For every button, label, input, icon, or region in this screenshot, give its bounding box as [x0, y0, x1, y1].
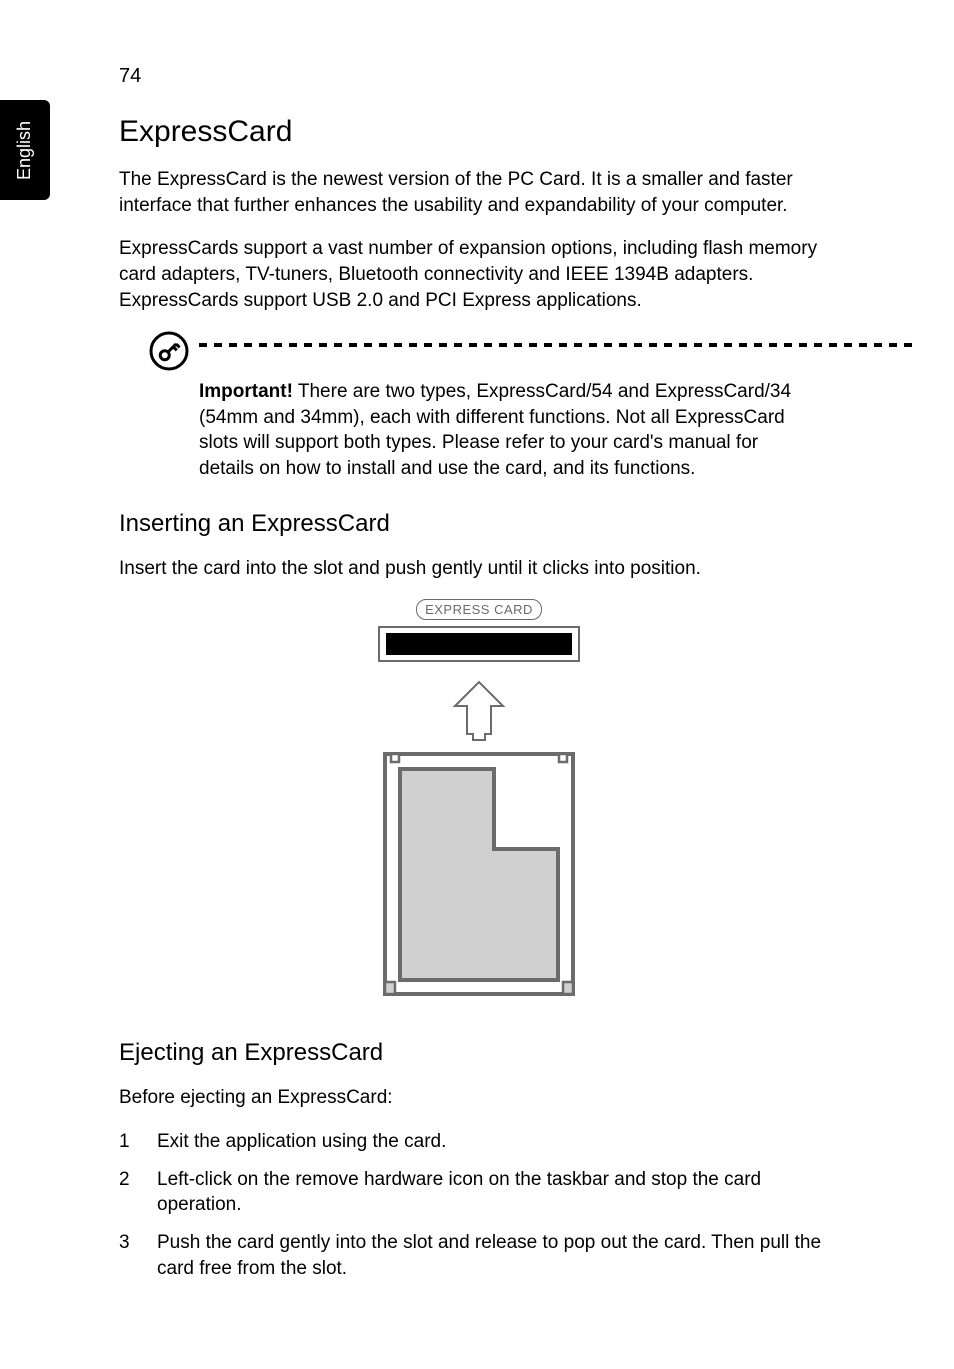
ejecting-intro: Before ejecting an ExpressCard: — [119, 1085, 839, 1111]
intro-paragraph-2: ExpressCards support a vast number of ex… — [119, 236, 839, 313]
diagram-label: EXPRESS CARD — [416, 599, 542, 620]
list-number: 3 — [119, 1230, 157, 1281]
diagram-svg — [374, 624, 584, 1004]
language-tab: English — [0, 100, 50, 200]
expresscard-diagram: EXPRESS CARD — [119, 599, 839, 1009]
important-callout: Important! There are two types, ExpressC… — [119, 331, 839, 482]
list-item: 3Push the card gently into the slot and … — [119, 1230, 839, 1281]
list-item: 2Left-click on the remove hardware icon … — [119, 1167, 839, 1218]
list-text: Exit the application using the card. — [157, 1129, 839, 1155]
list-number: 1 — [119, 1129, 157, 1155]
important-label: Important! — [199, 381, 293, 402]
dashed-separator — [199, 343, 912, 347]
page-title: ExpressCard — [119, 115, 839, 149]
list-text: Push the card gently into the slot and r… — [157, 1230, 839, 1281]
inserting-heading: Inserting an ExpressCard — [119, 510, 839, 538]
ejecting-heading: Ejecting an ExpressCard — [119, 1039, 839, 1067]
list-text: Left-click on the remove hardware icon o… — [157, 1167, 839, 1218]
list-item: 1Exit the application using the card. — [119, 1129, 839, 1155]
key-icon — [149, 331, 189, 376]
page-number: 74 — [119, 65, 141, 88]
important-text: Important! There are two types, ExpressC… — [199, 331, 809, 482]
language-tab-label: English — [15, 120, 36, 179]
list-number: 2 — [119, 1167, 157, 1218]
inserting-paragraph: Insert the card into the slot and push g… — [119, 556, 839, 582]
main-content: ExpressCard The ExpressCard is the newes… — [119, 115, 839, 1293]
ejecting-steps-list: 1Exit the application using the card.2Le… — [119, 1129, 839, 1281]
intro-paragraph-1: The ExpressCard is the newest version of… — [119, 167, 839, 218]
